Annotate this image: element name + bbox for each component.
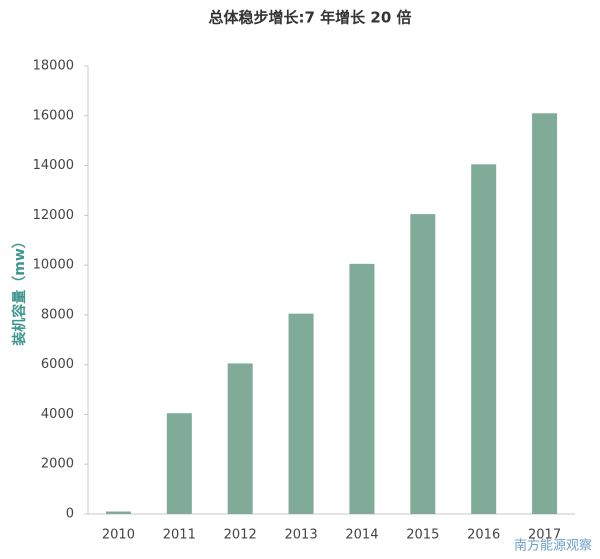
x-tick-label: 2015 [406, 528, 439, 543]
bar [105, 511, 131, 514]
y-tick-label: 6000 [41, 357, 74, 372]
bar [410, 214, 436, 515]
x-tick-label: 2017 [528, 528, 561, 543]
x-tick-label: 2010 [102, 528, 135, 543]
x-tick-label: 2014 [345, 528, 378, 543]
bar [349, 263, 375, 514]
x-tick-label: 2011 [163, 528, 196, 543]
y-tick-label: 14000 [33, 158, 74, 173]
y-tick-label: 18000 [33, 59, 74, 74]
bar [288, 313, 314, 514]
y-axis-label: 装机容量（mw） [11, 234, 28, 347]
y-tick-label: 4000 [41, 407, 74, 422]
x-tick-label: 2016 [467, 528, 500, 543]
y-tick-label: 12000 [33, 208, 74, 223]
bar [166, 413, 192, 514]
y-tick-label: 16000 [33, 108, 74, 123]
x-tick-label: 2013 [285, 528, 318, 543]
y-tick-label: 8000 [41, 307, 74, 322]
bar [532, 113, 558, 515]
chart-title: 总体稳步增长:7 年增长 20 倍 [209, 9, 412, 27]
x-tick-label: 2012 [224, 528, 257, 543]
watermark: 南方能源观察 [514, 538, 592, 554]
bar [471, 164, 497, 515]
bar [227, 363, 253, 514]
y-tick-label: 2000 [41, 457, 74, 472]
y-tick-label: 10000 [33, 258, 74, 273]
y-tick-label: 0 [66, 507, 74, 522]
